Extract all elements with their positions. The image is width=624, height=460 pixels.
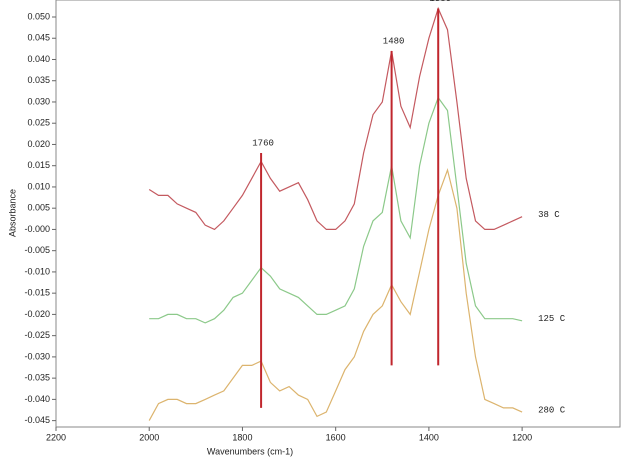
y-tick-label: 0.035 (27, 75, 50, 85)
series-label: 38 C (538, 210, 560, 220)
x-tick-label: 1600 (326, 432, 346, 442)
y-tick-label: -0.020 (24, 309, 50, 319)
y-tick-label: -0.030 (24, 351, 50, 361)
x-axis-label: Wavenumbers (cm-1) (207, 446, 293, 456)
x-tick-label: 1800 (232, 432, 252, 442)
spectrum-line (148, 6, 523, 231)
y-axis-label: Absorbance (7, 189, 17, 237)
plot-frame (55, 0, 621, 428)
y-tick-label: -0.000 (24, 224, 50, 234)
spectrum-line (149, 96, 523, 324)
x-tick-label: 1200 (512, 432, 532, 442)
series-label: 280 C (538, 406, 566, 416)
series-label: 125 C (538, 314, 566, 324)
y-tick-label: 0.030 (27, 96, 50, 106)
peak-label: 1760 (252, 138, 274, 148)
y-tick-label: -0.005 (24, 245, 50, 255)
y-tick-label: -0.040 (24, 394, 50, 404)
y-tick-label: 0.050 (27, 11, 50, 21)
x-tick-label: 2200 (46, 432, 66, 442)
x-tick-label: 1400 (419, 432, 439, 442)
y-tick-label: 0.020 (27, 139, 50, 149)
y-tick-label: 0.010 (27, 181, 50, 191)
y-tick-label: -0.025 (24, 330, 50, 340)
y-tick-label: -0.010 (24, 266, 50, 276)
y-tick-label: 0.015 (27, 160, 50, 170)
x-tick-label: 2000 (139, 432, 159, 442)
y-tick-label: -0.045 (24, 415, 50, 425)
peak-label: 1380 (429, 0, 451, 4)
peak-label: 1480 (383, 36, 405, 46)
spectrum-line (148, 167, 523, 421)
y-tick-label: 0.040 (27, 54, 50, 64)
y-tick-label: -0.015 (24, 288, 50, 298)
y-tick-label: 0.025 (27, 118, 50, 128)
y-tick-label: -0.035 (24, 373, 50, 383)
y-tick-label: 0.045 (27, 33, 50, 43)
y-tick-label: 0.005 (27, 203, 50, 213)
